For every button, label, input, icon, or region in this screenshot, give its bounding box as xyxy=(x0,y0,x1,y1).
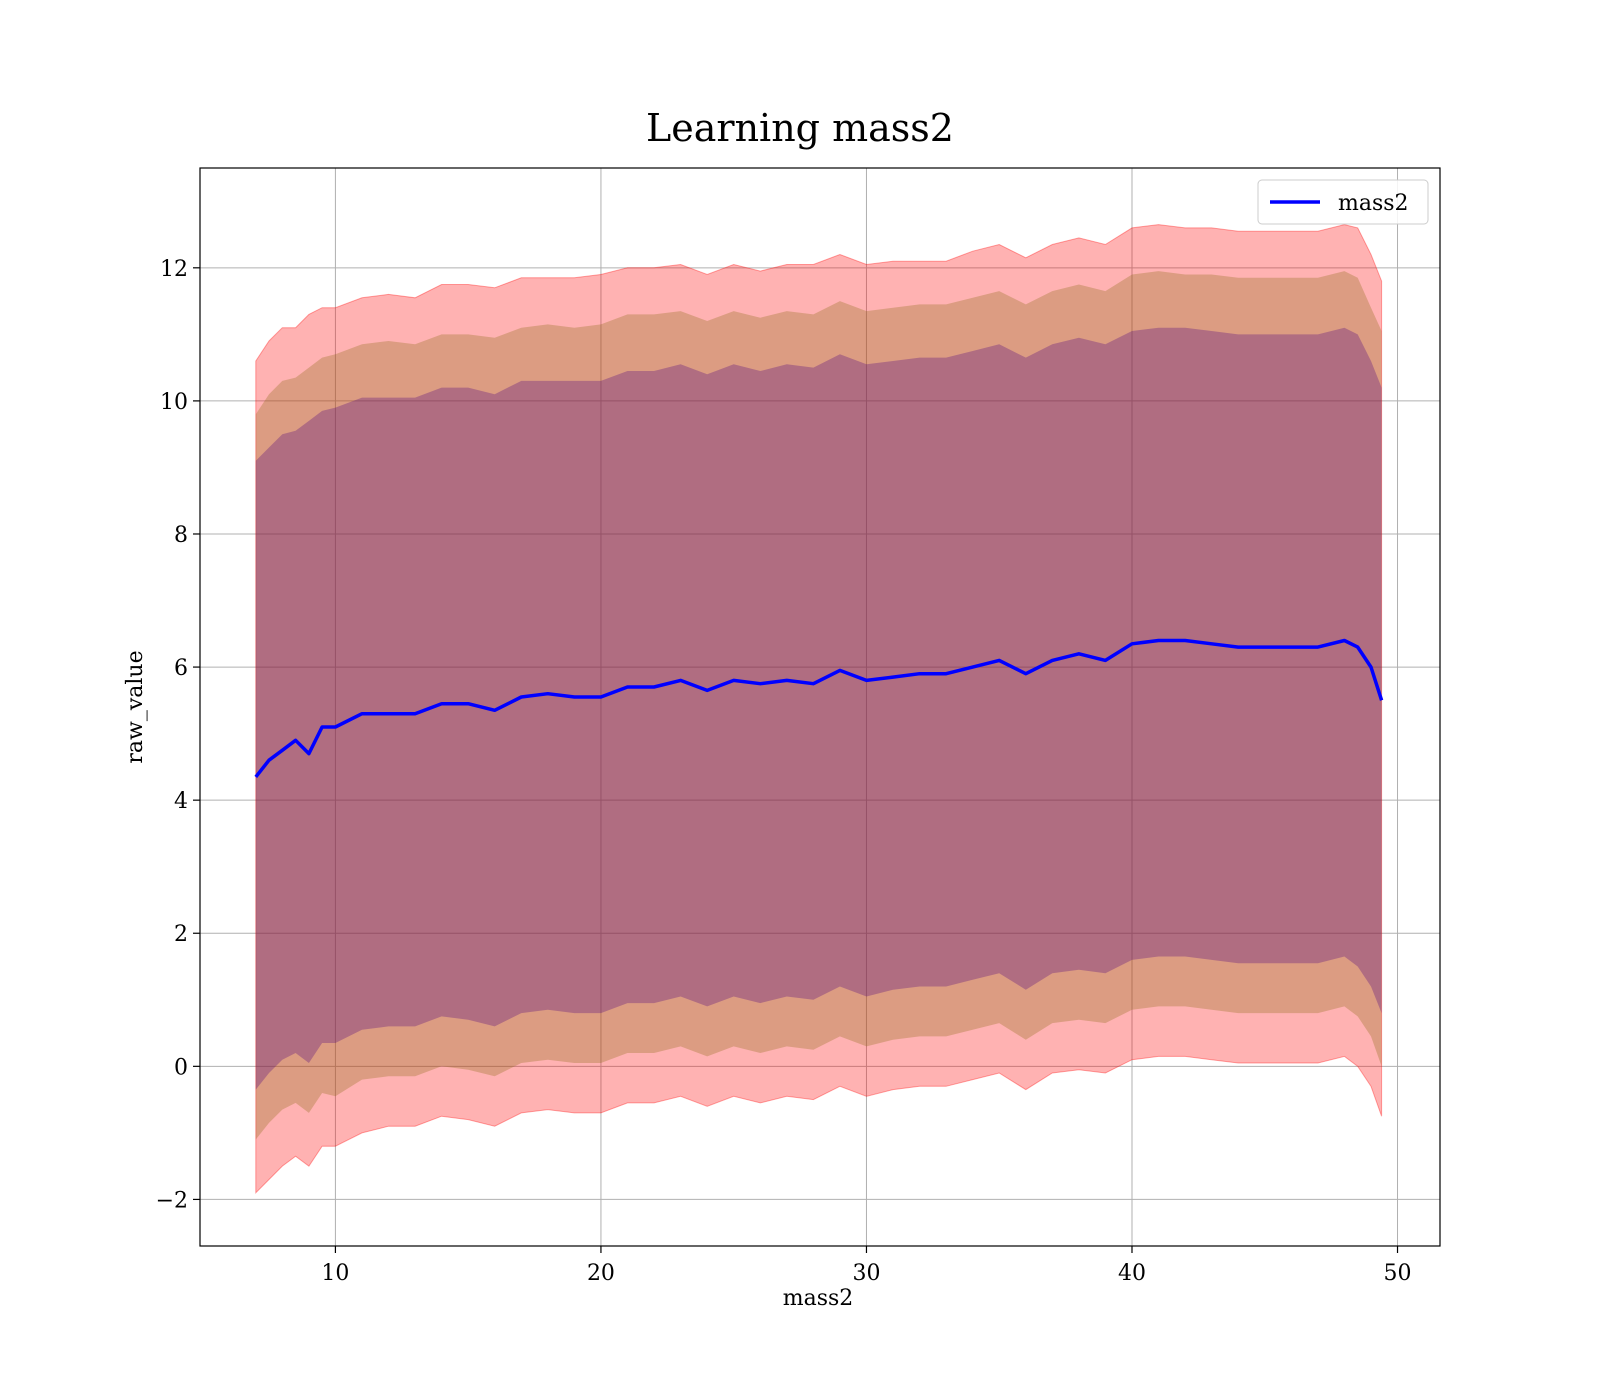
y-tick-label-1: 0 xyxy=(174,1055,188,1080)
y-tick-label-7: 12 xyxy=(160,257,188,282)
x-tick-label-1: 20 xyxy=(587,1261,615,1286)
x-tick-label-2: 30 xyxy=(852,1261,880,1286)
band-inner xyxy=(255,327,1382,1090)
band-outer xyxy=(255,224,1383,1195)
series-line-0 xyxy=(254,638,1384,778)
x-axis-label: mass2 xyxy=(783,1286,854,1311)
chart-title: Learning mass2 xyxy=(646,106,954,150)
y-tick-label-5: 8 xyxy=(174,523,188,548)
legend-label: mass2 xyxy=(1338,191,1409,216)
y-tick-label-6: 10 xyxy=(160,390,188,415)
y-axis-label: raw_value xyxy=(123,650,148,763)
x-tick-label-3: 40 xyxy=(1118,1261,1146,1286)
y-tick-label-3: 4 xyxy=(174,789,188,814)
legend-box xyxy=(1257,179,1429,225)
y-tick-label-4: 6 xyxy=(174,656,188,681)
x-tick-label-0: 10 xyxy=(321,1261,349,1286)
y-tick-label-2: 2 xyxy=(174,922,188,947)
band-middle xyxy=(255,271,1382,1140)
plot-frame xyxy=(199,167,1441,1247)
x-tick-label-4: 50 xyxy=(1384,1261,1412,1286)
y-tick-label-0: −2 xyxy=(156,1188,188,1213)
